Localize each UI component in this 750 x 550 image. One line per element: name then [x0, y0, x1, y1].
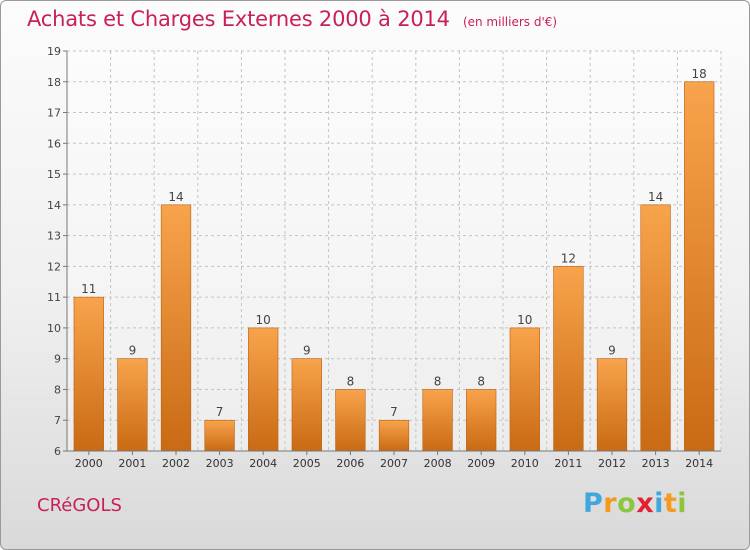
data-label: 9 [608, 344, 616, 358]
title-row: Achats et Charges Externes 2000 à 2014 (… [27, 7, 557, 31]
x-tick-label: 2014 [685, 457, 713, 470]
x-tick-label: 2007 [380, 457, 408, 470]
y-tick-label: 7 [54, 414, 61, 427]
y-tick-label: 11 [47, 291, 61, 304]
x-tick-label: 2006 [336, 457, 364, 470]
brand-letter: r [603, 488, 618, 519]
data-label: 8 [477, 374, 485, 388]
y-tick-label: 16 [47, 137, 61, 150]
data-label: 7 [216, 405, 224, 419]
bar-2010 [509, 327, 540, 452]
bar-2014 [684, 81, 715, 452]
data-label: 7 [390, 405, 398, 419]
y-tick-label: 8 [54, 383, 61, 396]
x-tick-label: 2008 [424, 457, 452, 470]
x-tick-label: 2012 [598, 457, 626, 470]
bar-2013 [640, 204, 671, 452]
data-label: 8 [347, 374, 355, 388]
data-label: 12 [561, 251, 576, 265]
x-tick-label: 2001 [118, 457, 146, 470]
bar-2004 [248, 327, 279, 452]
bar-layer: 11 9 14 7 10 9 8 7 8 8 10 12 9 14 18 [73, 67, 715, 452]
data-label: 14 [168, 190, 183, 204]
y-tick-label: 6 [54, 445, 61, 458]
brand-letter: x [636, 488, 655, 519]
x-tick-label: 2003 [206, 457, 234, 470]
bar-2009 [466, 389, 497, 452]
x-tick-label: 2004 [249, 457, 277, 470]
y-tick-label: 9 [54, 353, 61, 366]
x-tick-label: 2002 [162, 457, 190, 470]
bar-2001 [117, 358, 148, 452]
data-label: 14 [648, 190, 663, 204]
brand-letter: P [583, 488, 604, 519]
bar-2002 [160, 204, 192, 452]
commune-name: CRéGOLS [37, 495, 122, 516]
x-tick-label: 2011 [554, 457, 582, 470]
y-tick-label: 10 [47, 322, 61, 335]
brand-letter: i [677, 488, 688, 519]
brand-letter: t [663, 488, 678, 519]
bar-2000 [73, 296, 104, 452]
y-tick-label: 13 [47, 230, 61, 243]
bar-2006 [335, 389, 366, 452]
y-tick-label: 18 [47, 76, 61, 89]
bar-2008 [422, 389, 453, 452]
chart-title: Achats et Charges Externes 2000 à 2014 [27, 7, 450, 31]
chart-subtitle: (en milliers d'€) [462, 15, 558, 29]
data-label: 9 [129, 344, 137, 358]
brand-letter: i [654, 488, 664, 519]
data-label: 11 [81, 282, 96, 296]
x-tick-label: 2010 [511, 457, 539, 470]
bar-2007 [378, 419, 410, 452]
data-label: 9 [303, 344, 311, 358]
y-tick-label: 19 [47, 45, 61, 58]
data-label: 10 [517, 313, 532, 327]
brand-logo: Proxiti [583, 488, 687, 519]
x-tick-label: 2013 [642, 457, 670, 470]
data-label: 8 [434, 374, 442, 388]
y-tick-label: 14 [47, 199, 61, 212]
bar-2005 [291, 358, 322, 452]
y-tick-label: 15 [47, 168, 61, 181]
bar-2012 [596, 358, 628, 452]
x-tick-label: 2009 [467, 457, 495, 470]
x-tick-label: 2000 [75, 457, 103, 470]
brand-letter: o [617, 488, 637, 519]
data-label: 18 [692, 67, 707, 81]
axis-layer: 6 7 8 9 10 11 12 13 14 15 16 17 18 19 2000 2001 2002 2003… [47, 45, 721, 470]
x-tick-label: 2005 [293, 457, 321, 470]
bar-2003 [204, 419, 235, 452]
y-tick-label: 17 [47, 107, 61, 120]
y-tick-label: 12 [47, 260, 61, 273]
bar-2011 [553, 266, 584, 452]
data-label: 10 [256, 313, 271, 327]
